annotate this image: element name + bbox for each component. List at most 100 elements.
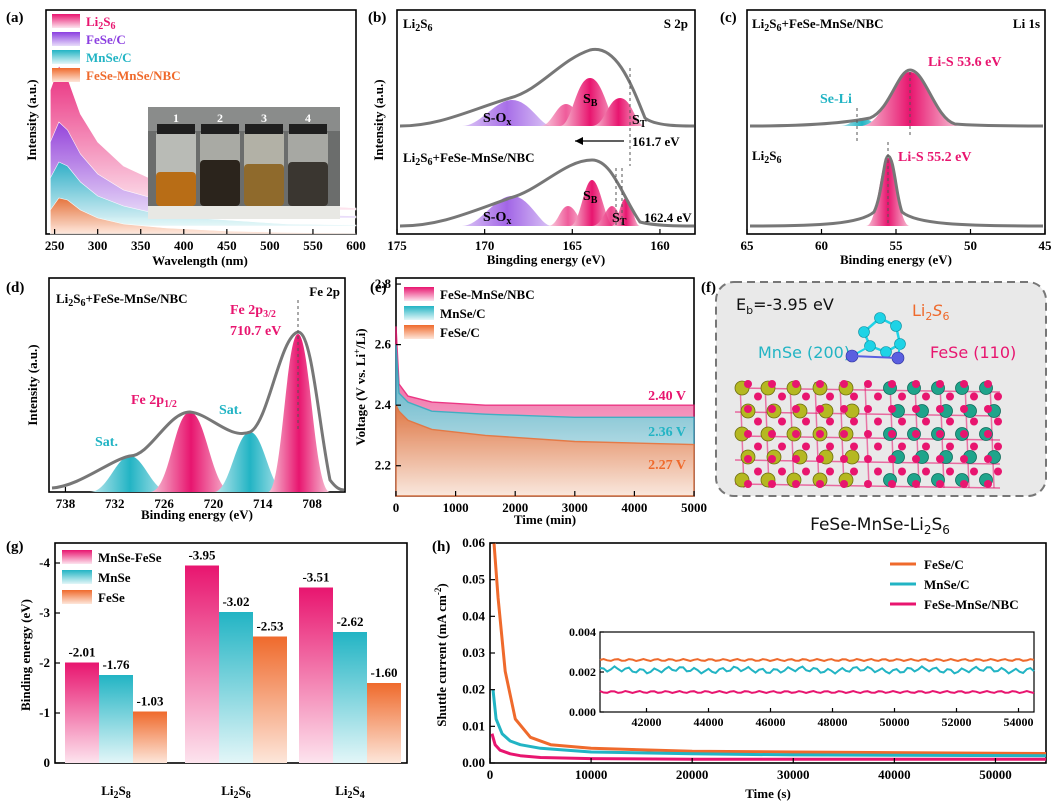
- bar-Li2S6-2: [253, 636, 287, 763]
- structure-box: [715, 281, 1047, 497]
- panel-g-ytick-label-3: -3: [39, 605, 50, 620]
- panel-d-title-left: Li2S6+FeSe-MnSe/NBC: [56, 291, 188, 309]
- panel-e-xtick-label-4: 4000: [621, 500, 647, 515]
- bar-Li2S8-0: [65, 662, 99, 763]
- panel-e-xlabel: Time (min): [514, 512, 576, 527]
- peak-sox-upper: [462, 100, 552, 126]
- panel-c-xtick-label-0: 65: [741, 238, 755, 253]
- panel-e: (e) 0 1000 2000 3000 4000 5000 2.2 2.4 2.6 2.8 Ti…: [352, 276, 707, 527]
- panel-e-label: (e): [370, 280, 387, 296]
- panel-h-xtick-label-0: 0: [487, 767, 494, 782]
- label-sox-upper: S-Ox: [483, 111, 511, 128]
- panel-h-ytick-label-1: 0.01: [462, 718, 485, 733]
- legend-swatch-li2s6: [52, 14, 80, 28]
- panel-e-xtick-label-1: 1000: [443, 500, 469, 515]
- inset-xtick-label-0: 42000: [632, 715, 662, 729]
- panel-h-ytick-label-3: 0.03: [462, 645, 485, 660]
- panel-a-xtick-label-4: 450: [217, 238, 237, 253]
- panel-a-ylabel: Intensity (a.u.): [24, 79, 39, 160]
- panel-e-ticks: 0 1000 2000 3000 4000 5000 2.2 2.4 2.6 2.8: [375, 276, 707, 515]
- panel-h-ytick-label-5: 0.05: [462, 572, 485, 587]
- binding-energy-label: Eb=-3.95 eV: [736, 295, 834, 317]
- panel-c: (c) 65 60 55 50 45 Binding energy (eV) Li2S6…: [720, 9, 1052, 267]
- vial-3: 3: [244, 111, 284, 206]
- legend-h-fese-mnse: FeSe-MnSe/NBC: [924, 597, 1019, 612]
- panel-d: (d) 738 732 726 720 714 708 Binding energy (e…: [6, 277, 346, 522]
- mnse-facet-label: MnSe (200): [758, 343, 850, 362]
- crystal-structure: [734, 312, 1002, 489]
- panel-f: (f) Eb=-3.95 eV Li2S6 MnSe (200) FeSe (1…: [701, 280, 1047, 537]
- fit-curve-lower: [399, 158, 695, 228]
- peak-st-lower: [612, 198, 640, 226]
- legend-fese-mnse: FeSe-MnSe/NBC: [86, 68, 181, 83]
- annotation-2-27v: 2.27 V: [648, 458, 686, 473]
- panel-h-ytick-label-0: 0.00: [462, 755, 485, 770]
- current-line-2: [490, 733, 1046, 761]
- inset-xtick-label-5: 52000: [942, 715, 972, 729]
- panel-d-ylabel: Intensity (a.u.): [25, 344, 40, 425]
- legend-g-mnse-fese: MnSe-FeSe: [98, 550, 162, 565]
- panel-g-ytick-label-1: -1: [39, 705, 50, 720]
- panel-a-xtick-label-5: 500: [260, 238, 280, 253]
- inset-line-1: [599, 665, 1035, 675]
- inset-chart: 42000 44000 46000 48000 50000 52000 54000 0.000…: [569, 625, 1035, 729]
- panel-h-xtick-label-5: 50000: [979, 767, 1012, 782]
- inset-xtick-label-2: 46000: [756, 715, 786, 729]
- legend-fese: FeSe/C: [86, 32, 126, 47]
- vial-label-1: 1: [173, 111, 179, 125]
- vial-label-4: 4: [305, 111, 311, 125]
- panel-b-xtick-label-2: 165: [563, 238, 583, 253]
- inset-ytick-label-0: 0.000: [569, 705, 596, 719]
- legend-swatch-e-fese: [404, 325, 434, 339]
- inset-xtick-label-6: 54000: [1004, 715, 1034, 729]
- legend-swatch-mnse: [52, 50, 80, 64]
- panel-b-title-left: Li2S6: [403, 16, 433, 34]
- legend-li2s6: Li2S6: [86, 14, 116, 32]
- voltage-area-2: [395, 404, 695, 497]
- legend-swatch-g-mnse-fese: [62, 550, 92, 564]
- panel-e-areas: [395, 326, 695, 497]
- panel-e-ytick-label-2: 2.6: [375, 337, 392, 352]
- panel-g-bars: -2.01 -1.76 -1.03 -3.95 -3.02 -2.53 -3.51 -2.62…: [65, 548, 401, 763]
- panel-g-label: (g): [6, 539, 24, 555]
- bar-value-label-2: -1.03: [136, 694, 164, 709]
- bar-Li2S6-0: [185, 565, 219, 763]
- panel-d-xtick-label-2: 726: [154, 496, 174, 511]
- vial-4: 4: [288, 111, 328, 206]
- panel-c-lower-label: Li2S6: [752, 148, 782, 166]
- category-li2s6: Li2S6: [221, 783, 251, 801]
- bar-value-label-5: -2.53: [256, 619, 284, 634]
- panel-e-ytick-label-0: 2.2: [375, 458, 391, 473]
- panel-h-ticks: 0 10000 20000 30000 40000 50000 0.00 0.01 0.02 0.…: [462, 535, 1011, 782]
- panel-g-ytick-label-0: 0: [44, 755, 51, 770]
- legend-swatch-fese-mnse: [52, 68, 80, 82]
- bar-Li2S4-0: [299, 587, 333, 763]
- legend-swatch-g-fese: [62, 590, 92, 604]
- inset-frame: [599, 631, 1035, 713]
- panel-h-xtick-label-3: 30000: [777, 767, 810, 782]
- panel-e-xtick-label-2: 2000: [502, 500, 528, 515]
- vials-photo: 1 2 3 4: [148, 107, 340, 219]
- panel-b-ticks: 175 170 165 160: [387, 229, 670, 253]
- panel-a-xtick-label-2: 350: [131, 238, 151, 253]
- vial-1: 1: [156, 111, 196, 206]
- panel-e-ytick-label-3: 2.8: [375, 276, 392, 291]
- panel-c-xtick-label-2: 55: [890, 238, 904, 253]
- panel-d-xtick-label-3: 720: [204, 496, 224, 511]
- peak-sb-upper-2: [560, 78, 620, 126]
- vial-2: 2: [200, 111, 240, 206]
- label-fe-2p12: Fe 2p1/2: [131, 393, 177, 410]
- panel-b-xtick-label-3: 160: [650, 238, 670, 253]
- panel-a-xlabel: Wavelength (nm): [152, 253, 248, 268]
- current-line-0: [492, 542, 1047, 755]
- label-se-li: Se-Li: [820, 92, 852, 107]
- legend-g-fese: FeSe: [98, 590, 125, 605]
- label-li-s-lower: Li-S 55.2 eV: [898, 150, 972, 165]
- annotation-2-40v: 2.40 V: [648, 389, 686, 404]
- panel-h-lines: [490, 542, 1047, 761]
- legend-g-mnse: MnSe: [98, 570, 131, 585]
- bar-value-label-8: -1.60: [370, 665, 397, 680]
- panel-g: (g) -2.01-1.76-1.03-3.95-3.02-2.53-3.51-…: [6, 539, 408, 801]
- panel-h-xlabel: Time (s): [745, 786, 791, 801]
- label-sat-1: Sat.: [95, 435, 118, 450]
